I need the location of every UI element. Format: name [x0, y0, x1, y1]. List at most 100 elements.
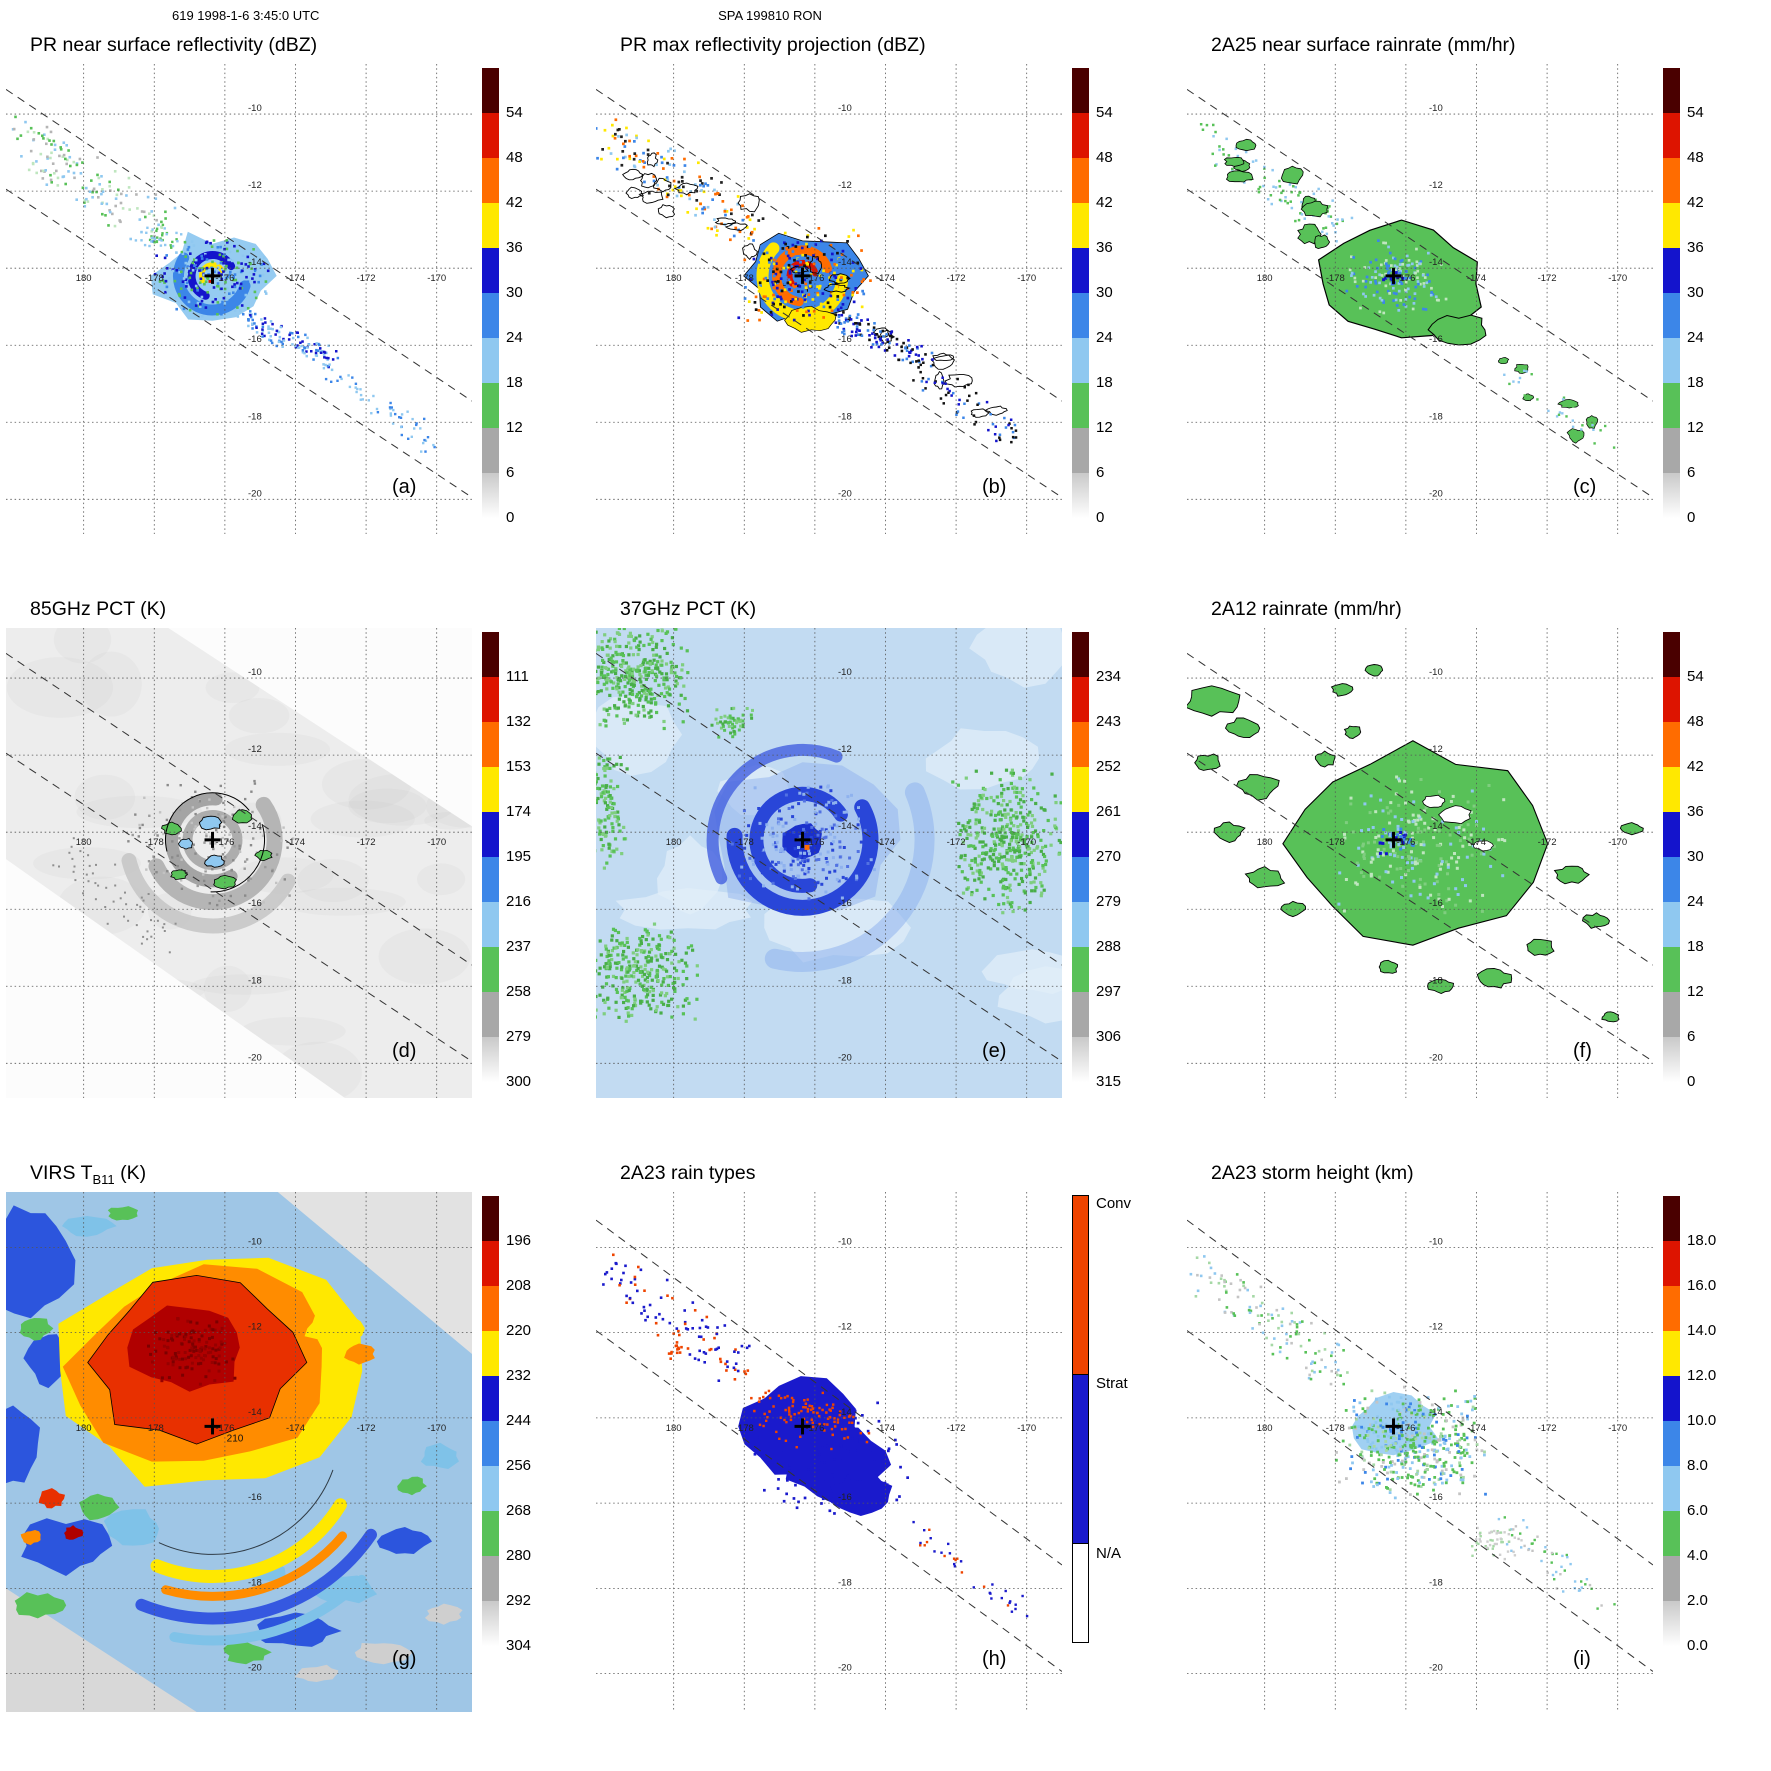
panel-c: 2A25 near surface rainrate (mm/hr) 180 -1… — [1181, 28, 1771, 592]
panel-f-map: 180 -178 -176 -174 -172 -170 -10 -12 -14 -16 -18 -2… — [1187, 628, 1653, 1098]
colorbar-tick-label: 42 — [1687, 194, 1704, 211]
lon-label: -172 — [947, 837, 966, 848]
panel-f: 2A12 rainrate (mm/hr) 180 -178 -176 -174 -17… — [1181, 592, 1771, 1156]
colorbar-segment — [482, 1466, 499, 1511]
colorbar-tick-label: 42 — [506, 194, 523, 211]
raintype-label: Conv — [1096, 1195, 1132, 1212]
panel-b: PR max reflectivity projection (dBZ) 180… — [590, 28, 1180, 592]
colorbar-segment — [482, 1601, 499, 1646]
colorbar-tick-label: 234 — [1096, 668, 1122, 685]
panel-i: 2A23 storm height (km) 180 -178 -176 -174 -1… — [1181, 1156, 1771, 1720]
colorbar-segment — [1663, 1286, 1680, 1331]
panel-b-letter: (b) — [982, 476, 1007, 498]
colorbar-segment — [1663, 293, 1680, 338]
lat-label: -16 — [838, 334, 852, 345]
lon-label: -178 — [145, 837, 164, 848]
colorbar-segment — [482, 1511, 499, 1556]
panel-h-map: 180 -178 -176 -174 -172 -170 -10 -12 -14 -16 -18 -2… — [596, 1192, 1062, 1712]
lon-label: -170 — [1608, 273, 1627, 284]
colorbar-tick-label: 16.0 — [1687, 1277, 1717, 1294]
lon-label: -172 — [1538, 273, 1557, 284]
colorbar-tick-label: 12 — [1687, 419, 1704, 436]
colorbar-segment — [482, 293, 499, 338]
colorbar-segment — [482, 338, 499, 383]
lat-label: -14 — [838, 257, 852, 268]
lat-label: -10 — [838, 667, 852, 678]
colorbar-segment — [1663, 203, 1680, 248]
colorbar-segment — [1663, 722, 1680, 767]
lat-label: -20 — [248, 1663, 262, 1674]
colorbar-tick-label: 6 — [1096, 464, 1105, 481]
colorbar-segment — [1663, 812, 1680, 857]
colorbar-tick-label: 48 — [1687, 149, 1704, 166]
lat-label: -18 — [1429, 411, 1443, 422]
colorbar-tick-label: 18 — [1096, 374, 1113, 391]
panel-a: PR near surface reflectivity (dBZ) 180 -1… — [0, 28, 590, 592]
colorbar-segment — [1663, 767, 1680, 812]
colorbar-segment — [1072, 1037, 1089, 1082]
lon-label: -176 — [215, 1423, 234, 1434]
colorbar-segment — [1663, 383, 1680, 428]
colorbar-segment — [482, 1331, 499, 1376]
colorbar-segment — [482, 1037, 499, 1082]
panel-d: 85GHz PCT (K) 180 -178 -176 -174 -172 -170 -10… — [0, 592, 590, 1156]
panel-b-title: PR max reflectivity projection (dBZ) — [620, 34, 926, 56]
colorbar-tick-label: 36 — [1687, 803, 1704, 820]
lat-label: -12 — [248, 180, 262, 191]
colorbar-segment — [482, 1241, 499, 1286]
colorbar-tick-label: 208 — [506, 1277, 532, 1294]
lat-label: -20 — [838, 1052, 852, 1063]
colorbar-segment — [482, 992, 499, 1037]
lon-label: -174 — [286, 837, 305, 848]
lat-label: -16 — [1429, 334, 1443, 345]
colorbar-segment — [1072, 158, 1089, 203]
colorbar-tick-label: 6.0 — [1687, 1502, 1708, 1519]
panel-d-letter: (d) — [392, 1040, 417, 1062]
panel-e-letter: (e) — [982, 1040, 1007, 1062]
lat-label: -20 — [1429, 1052, 1443, 1063]
colorbar-tick-label: 48 — [1096, 149, 1113, 166]
colorbar-segment — [1663, 158, 1680, 203]
panel-h-title: 2A23 rain types — [620, 1162, 756, 1184]
colorbar-tick-label: 54 — [1687, 104, 1704, 121]
panel-c-colorbar: 54 48 42 36 30 24 18 12 6 0 — [1663, 68, 1704, 526]
colorbar-segment — [1663, 1511, 1680, 1556]
colorbar-tick-label: 48 — [1687, 713, 1704, 730]
lon-label: 180 — [666, 837, 682, 848]
lon-label: -170 — [427, 1423, 446, 1434]
colorbar-tick-label: 297 — [1096, 983, 1122, 1000]
lat-label: -18 — [1429, 1577, 1443, 1588]
colorbar-segment — [1663, 947, 1680, 992]
orbit-label: SPA 199810 RON — [718, 8, 822, 23]
colorbar-segment — [1072, 473, 1089, 518]
lat-label: -16 — [1429, 898, 1443, 909]
colorbar-segment — [1072, 383, 1089, 428]
colorbar-tick-label: 14.0 — [1687, 1322, 1717, 1339]
colorbar-tick-label: 174 — [506, 803, 532, 820]
colorbar-tick-label: 111 — [506, 668, 529, 685]
panel-e-title: 37GHz PCT (K) — [620, 598, 757, 620]
colorbar-segment — [482, 428, 499, 473]
lon-label: 180 — [76, 837, 92, 848]
lat-label: -12 — [248, 1322, 262, 1333]
colorbar-segment — [1072, 293, 1089, 338]
panel-b-colorbar: 54 48 42 36 30 24 18 12 6 0 — [1072, 68, 1113, 526]
panel-i-colorbar: 18.0 16.0 14.0 12.0 10.0 8.0 6.0 4.0 2.0 0.0 — [1663, 1196, 1716, 1654]
lat-label: -12 — [1429, 1322, 1443, 1333]
lon-label: -176 — [1396, 837, 1415, 848]
lon-label: -178 — [1326, 273, 1345, 284]
colorbar-tick-label: 279 — [1096, 893, 1122, 910]
lat-label: -14 — [1429, 1407, 1443, 1418]
lon-label: -178 — [735, 837, 754, 848]
colorbar-tick-label: 0 — [1687, 1073, 1696, 1090]
panel-c-map: 180 -178 -176 -174 -172 -170 -10 -12 -14 -16 -18 -2… — [1187, 64, 1653, 534]
lon-label: -178 — [145, 273, 164, 284]
lon-label: 180 — [1257, 837, 1273, 848]
lat-label: -12 — [248, 744, 262, 755]
lat-label: -10 — [838, 103, 852, 114]
colorbar-tick-label: 258 — [506, 983, 532, 1000]
colorbar-tick-label: 292 — [506, 1592, 532, 1609]
lat-label: -12 — [838, 744, 852, 755]
lon-label: -176 — [1396, 273, 1415, 284]
lon-label: -174 — [286, 273, 305, 284]
